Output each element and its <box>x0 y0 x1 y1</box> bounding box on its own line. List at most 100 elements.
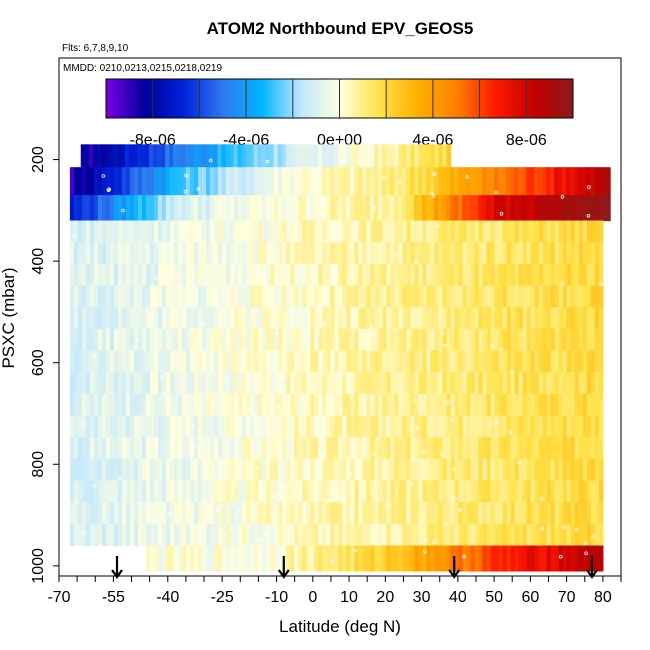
curtain-cell <box>190 220 195 243</box>
curtain-cell <box>226 350 231 373</box>
curtain-cell <box>446 415 452 438</box>
curtain-cell <box>318 523 323 547</box>
curtain-cell <box>582 523 588 547</box>
curtain-cell <box>534 437 540 460</box>
curtain-cell <box>470 545 476 572</box>
curtain-cell <box>402 480 408 503</box>
curtain-cell <box>125 523 131 547</box>
curtain-cell <box>398 167 403 196</box>
curtain-cell <box>422 285 428 308</box>
curtain-cell <box>178 545 183 572</box>
curtain-cell <box>150 285 155 308</box>
curtain-cell <box>414 307 420 330</box>
curtain-cell <box>277 144 283 168</box>
curtain-cell <box>590 220 596 243</box>
curtain-cell <box>254 480 259 503</box>
curtain-cell <box>590 372 596 395</box>
curtain-cell <box>77 220 83 243</box>
curtain-cell <box>166 437 171 460</box>
curtain-cell <box>466 480 472 503</box>
curtain-cell <box>354 144 359 168</box>
curtain-cell <box>558 220 564 243</box>
curtain-cell <box>442 167 447 196</box>
curtain-cell <box>502 167 507 196</box>
curtain-cell <box>298 415 303 438</box>
curtain-cell <box>69 167 75 196</box>
curtain-cell <box>414 372 420 395</box>
curtain-cell <box>582 350 588 373</box>
curtain-cell <box>454 502 460 525</box>
curtain-cell <box>97 437 103 460</box>
curtain-cell <box>542 328 548 352</box>
curtain-cell <box>101 480 107 503</box>
curtain-cell <box>282 307 287 330</box>
curtain-cell <box>317 195 323 222</box>
curtain-cell <box>598 195 603 222</box>
curtain-cell <box>590 523 596 547</box>
observation-marker <box>319 200 323 205</box>
curtain-cell <box>85 372 91 395</box>
curtain-cell <box>598 372 604 395</box>
curtain-cell <box>129 328 135 352</box>
curtain-cell <box>346 545 351 572</box>
curtain-cell <box>234 307 239 330</box>
curtain-cell <box>85 220 91 243</box>
curtain-cell <box>526 458 532 482</box>
curtain-cell <box>450 350 456 373</box>
curtain-cell <box>342 285 347 308</box>
curtain-cell <box>314 242 319 265</box>
curtain-cell <box>398 393 404 417</box>
curtain-cell <box>562 285 568 308</box>
curtain-cell <box>454 307 460 330</box>
curtain-cell <box>446 502 452 525</box>
curtain-cell <box>202 437 207 460</box>
curtain-cell <box>326 372 331 395</box>
curtain-cell <box>498 350 504 373</box>
curtain-cell <box>97 415 103 438</box>
curtain-cell <box>574 458 580 482</box>
curtain-cell <box>129 502 135 525</box>
curtain-cell <box>450 263 456 287</box>
curtain-cell <box>362 437 368 460</box>
curtain-cell <box>354 415 360 438</box>
curtain-cell <box>265 144 271 168</box>
curtain-cell <box>218 328 223 352</box>
curtain-cell <box>121 393 127 417</box>
curtain-cell <box>462 195 467 222</box>
curtain-cell <box>510 220 516 243</box>
curtain-cell <box>534 545 540 572</box>
curtain-cell <box>474 167 479 196</box>
curtain-cell <box>226 307 231 330</box>
curtain-cell <box>234 437 239 460</box>
curtain-cell <box>574 350 580 373</box>
curtain-cell <box>442 523 448 547</box>
curtain-cell <box>334 263 339 287</box>
curtain-cell <box>77 263 83 287</box>
curtain-cell <box>73 220 79 243</box>
curtain-cell <box>166 285 171 308</box>
curtain-cell <box>198 415 203 438</box>
curtain-cell <box>390 307 396 330</box>
curtain-cell <box>562 307 568 330</box>
curtain-cell <box>538 242 544 265</box>
observation-marker <box>439 452 444 456</box>
curtain-cell <box>526 372 532 395</box>
curtain-cell <box>442 263 448 287</box>
curtain-cell <box>142 328 147 352</box>
curtain-cell <box>534 242 540 265</box>
curtain-cell <box>250 545 255 572</box>
curtain-cell <box>522 167 527 196</box>
curtain-cell <box>298 523 303 547</box>
curtain-cell <box>390 167 395 196</box>
x-tick-label: 50 <box>485 589 503 606</box>
curtain-cell <box>302 480 307 503</box>
curtain-cell <box>514 523 520 547</box>
curtain-cell <box>510 415 516 438</box>
curtain-cell <box>209 195 215 222</box>
curtain-cell <box>85 502 91 525</box>
curtain-cell <box>410 480 416 503</box>
curtain-cell <box>506 220 512 243</box>
curtain-cell <box>366 350 372 373</box>
curtain-cell <box>474 415 480 438</box>
curtain-cell <box>222 480 227 503</box>
